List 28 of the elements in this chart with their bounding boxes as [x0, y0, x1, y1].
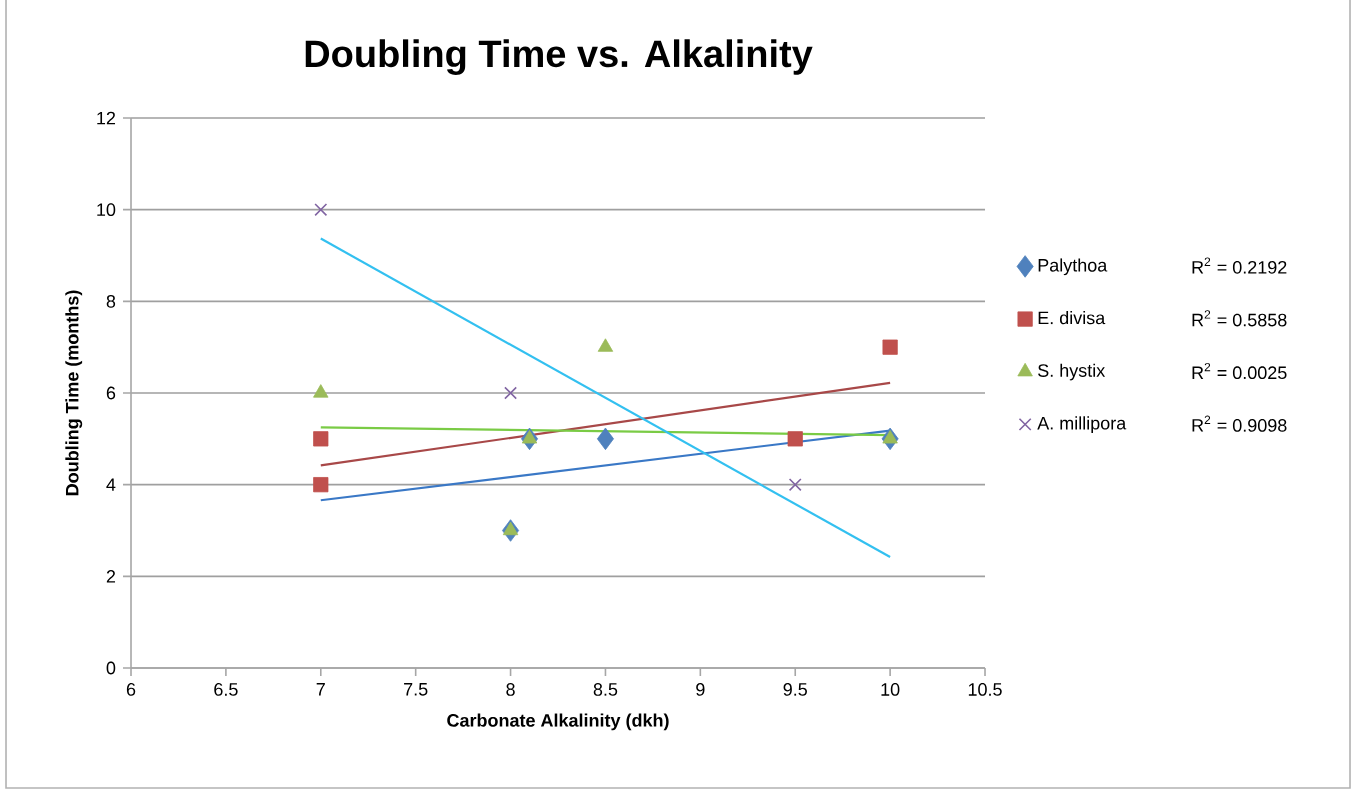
x-tick-label: 7.5: [404, 683, 428, 696]
x-tick-label: 6.5: [214, 683, 238, 696]
chart-title: Doubling Time vs. Alkalinity: [305, 39, 813, 75]
y-tick-label: 12: [97, 111, 116, 125]
x-tick-label: 8: [506, 683, 515, 696]
x-tick-label: 10.5: [968, 683, 1002, 696]
y-axis-title: Doubling Time (months): [65, 290, 83, 496]
y-tick-label: 2: [106, 570, 116, 583]
x-tick-label: 9: [696, 683, 705, 696]
legend-label: A. millipora: [1037, 416, 1127, 434]
x-tick-label: 6: [126, 683, 136, 696]
legend-label: S. hystix: [1038, 363, 1106, 381]
y-tick-label: 0: [106, 661, 116, 675]
text: R$^{2}$ = 0.0025: [1192, 362, 1287, 380]
y-tick-label: 8: [106, 294, 116, 308]
x-tick-label: 8.5: [593, 683, 618, 696]
text: R$^{2}$ = 0.2192: [1192, 257, 1287, 274]
text: R$^{2}$ = 0.9098: [1192, 415, 1287, 432]
x-axis-title: Carbonate Alkalinity (dkh): [447, 713, 669, 731]
y-tick-label: 4: [106, 478, 116, 491]
y-tick-label: 10: [97, 203, 116, 217]
x-tick-label: 7: [316, 683, 325, 696]
y-tick-label: 6: [106, 386, 116, 400]
text: R$^{2}$ = 0.5858: [1192, 310, 1287, 327]
x-tick-label: 9.5: [783, 683, 807, 696]
legend-label: E. divisa: [1038, 311, 1106, 325]
x-tick-label: 10: [881, 683, 900, 696]
legend-label: Palythoa: [1038, 258, 1108, 276]
